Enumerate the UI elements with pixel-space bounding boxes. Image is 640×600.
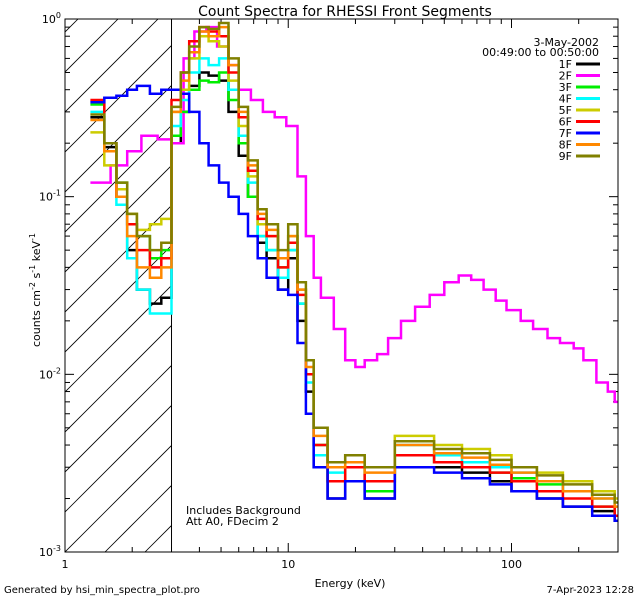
hatch-line (65, 204, 172, 313)
legend-label-7F: 7F (559, 127, 572, 140)
annotation-background: Includes Background (186, 504, 301, 517)
x-axis-label: Energy (keV) (315, 577, 386, 590)
series-line-9F (90, 21, 618, 504)
hatch-line (65, 404, 172, 513)
plot-frame (64, 18, 619, 553)
series-line-8F (90, 25, 618, 508)
hatched-region (0, 0, 173, 552)
legend-label-3F: 3F (559, 81, 572, 94)
y-tick-label: 10-2 (39, 366, 61, 381)
hatch-line (65, 19, 159, 113)
hatch-line (65, 244, 172, 353)
hatch-line (65, 19, 119, 73)
hatch-line (65, 164, 172, 273)
x-tick-label: 100 (501, 558, 522, 571)
y-tick-label: 100 (42, 11, 61, 26)
series-line-2F (90, 25, 618, 404)
series-layer (90, 21, 618, 522)
legend-date: 3-May-2002 (534, 36, 599, 49)
y-tick-label: 10-1 (39, 189, 61, 204)
footer-date: 7-Apr-2023 12:28 (546, 585, 634, 596)
hatch-line (65, 364, 172, 473)
y-tick-label: 10-3 (39, 544, 61, 559)
legend-label-5F: 5F (559, 104, 572, 117)
legend-label-6F: 6F (559, 116, 572, 129)
x-tick-label: 1 (62, 558, 69, 571)
hatch-line (65, 44, 172, 153)
x-tick-label: 10 (281, 558, 295, 571)
legend-label-1F: 1F (559, 58, 572, 71)
legend-label-9F: 9F (559, 150, 572, 163)
hatch-lines (0, 0, 172, 552)
legend-label-4F: 4F (559, 93, 572, 106)
hatch-line (0, 0, 105, 552)
series-line-6F (90, 25, 618, 517)
hatch-line (65, 284, 172, 393)
y-axis-label: counts cm-2 s-1 keV-1 (28, 233, 43, 347)
legend-time-range: 00:49:00 to 00:50:00 (482, 46, 599, 59)
axis-ticks: 1 10 100 100 10-1 10-2 10-3 (39, 11, 619, 571)
legend-label-2F: 2F (559, 70, 572, 83)
footer-generated-by: Generated by hsi_min_spectra_plot.pro (4, 585, 200, 596)
series-line-4F (90, 57, 618, 508)
series-line-7F (90, 84, 618, 522)
legend-label-8F: 8F (559, 139, 572, 152)
hatch-line (65, 19, 79, 33)
annotation-attenuator: Att A0, FDecim 2 (186, 515, 279, 528)
hatch-line (65, 444, 172, 552)
chart-title: Count Spectra for RHESSI Front Segments (198, 4, 492, 20)
hatch-line (65, 84, 172, 193)
